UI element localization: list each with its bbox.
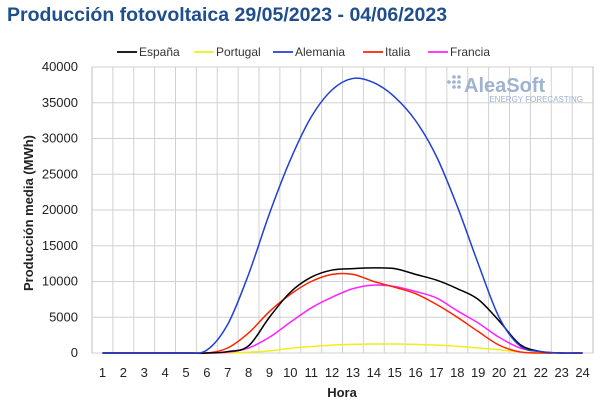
legend-label-portugal: Portugal	[216, 45, 261, 59]
x-tick-label: 9	[266, 365, 273, 380]
aleasoft-logo: AleaSoft ENERGY FORECASTING	[447, 75, 583, 104]
x-tick-label: 16	[408, 365, 422, 380]
x-tick-label: 24	[575, 365, 589, 380]
y-tick-label: 5000	[49, 309, 78, 324]
x-tick-label: 22	[534, 365, 548, 380]
legend: España Portugal Alemania Italia Francia	[117, 45, 490, 59]
series-line-alemania	[102, 77, 583, 354]
x-tick-label: 19	[471, 365, 485, 380]
x-tick-label: 15	[387, 365, 401, 380]
logo-dots-icon	[447, 75, 461, 89]
legend-label-italia: Italia	[385, 45, 411, 59]
logo-name: AleaSoft	[464, 75, 545, 97]
y-tick-label: 40000	[42, 59, 78, 74]
x-tick-label: 14	[367, 365, 381, 380]
y-tick-label: 30000	[42, 131, 78, 146]
x-tick-label: 13	[346, 365, 360, 380]
logo-tagline: ENERGY FORECASTING	[489, 95, 583, 104]
x-tick-label: 4	[161, 365, 168, 380]
chart-title: Producción fotovoltaica 29/05/2023 - 04/…	[7, 4, 448, 26]
legend-label-espana: España	[139, 45, 180, 59]
x-tick-labels: 1 2 3 4 5 6 7 8 9 10 11 12 13 14 15 16 17 18 19 20 21 22 23 24	[99, 365, 590, 380]
y-tick-labels: 0 5000 10000 15000 20000 25000 30000 35000 40000	[42, 59, 78, 360]
x-axis-title: Hora	[327, 385, 357, 400]
x-tick-label: 17	[429, 365, 443, 380]
legend-label-alemania: Alemania	[295, 45, 345, 59]
y-axis-title: Producción media (MWh)	[21, 135, 36, 291]
y-tick-label: 25000	[42, 166, 78, 181]
x-tick-label: 10	[283, 365, 297, 380]
y-tick-label: 35000	[42, 95, 78, 110]
legend-label-francia: Francia	[450, 45, 490, 59]
x-tick-label: 18	[450, 365, 464, 380]
y-tick-label: 15000	[42, 238, 78, 253]
x-tick-label: 21	[513, 365, 527, 380]
x-tick-label: 11	[304, 365, 318, 380]
grid	[91, 66, 594, 354]
x-tick-label: 20	[492, 365, 506, 380]
series-lines	[102, 77, 583, 355]
x-tick-label: 3	[141, 365, 148, 380]
x-tick-label: 1	[99, 365, 106, 380]
x-tick-label: 12	[325, 365, 339, 380]
y-tick-label: 20000	[42, 202, 78, 217]
x-tick-label: 7	[224, 365, 231, 380]
x-tick-label: 2	[120, 365, 127, 380]
x-tick-label: 8	[245, 365, 252, 380]
y-tick-label: 0	[71, 345, 78, 360]
x-tick-label: 6	[203, 365, 210, 380]
x-tick-label: 5	[182, 365, 189, 380]
y-tick-label: 10000	[42, 274, 78, 289]
x-tick-label: 23	[554, 365, 568, 380]
